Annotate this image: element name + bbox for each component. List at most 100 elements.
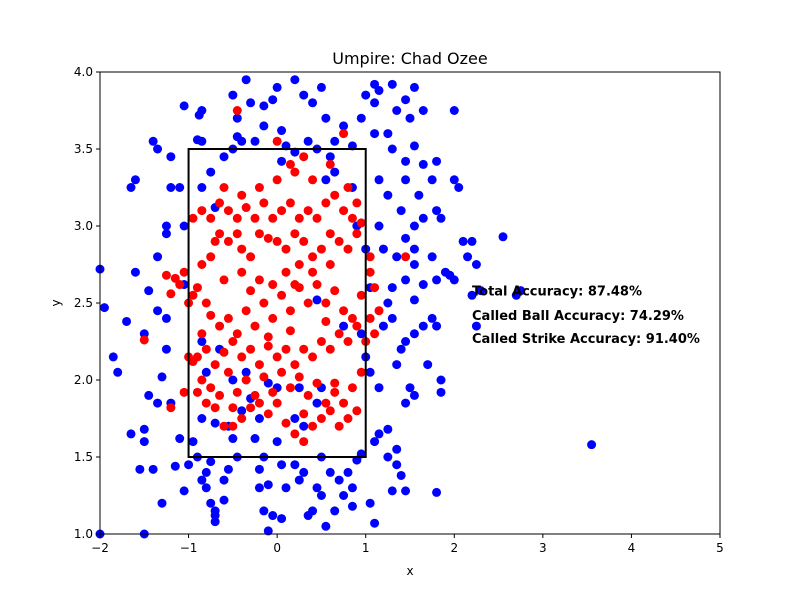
data-point: [232, 329, 242, 339]
y-tick-label: 3.5: [74, 142, 93, 156]
data-point: [401, 95, 411, 105]
data-point: [308, 98, 318, 108]
data-point: [219, 183, 229, 192]
data-point: [197, 329, 207, 339]
data-point: [316, 244, 326, 254]
data-point: [254, 183, 264, 192]
data-point: [347, 313, 357, 323]
data-point: [126, 429, 136, 439]
data-point: [259, 121, 269, 131]
data-point: [387, 144, 397, 154]
data-point: [201, 398, 211, 408]
data-point: [316, 82, 326, 92]
data-point: [179, 101, 189, 111]
x-tick-label: −1: [180, 541, 198, 555]
data-point: [285, 383, 295, 393]
data-point: [206, 167, 216, 177]
data-point: [135, 464, 145, 474]
data-point: [290, 167, 300, 177]
data-point: [201, 298, 211, 308]
data-point: [347, 213, 357, 223]
data-point: [401, 156, 411, 166]
data-point: [148, 464, 158, 474]
data-point: [401, 233, 411, 243]
x-axis-label: x: [406, 564, 413, 578]
data-point: [179, 221, 189, 231]
data-point: [339, 306, 349, 316]
data-point: [361, 90, 371, 100]
data-point: [325, 344, 335, 354]
x-tick-label: 4: [628, 541, 636, 555]
data-point: [241, 203, 251, 213]
data-point: [254, 398, 264, 408]
data-point: [192, 283, 202, 293]
data-point: [370, 437, 380, 447]
data-point: [232, 106, 242, 115]
data-point: [192, 387, 202, 397]
data-point: [215, 198, 225, 208]
data-point: [153, 306, 163, 316]
data-point: [432, 275, 442, 285]
data-point: [303, 511, 313, 521]
data-point: [383, 452, 393, 462]
accuracy-annotation: Called Strike Accuracy: 91.40%: [472, 332, 700, 347]
data-point: [378, 321, 388, 331]
data-point: [401, 175, 411, 185]
data-point: [339, 321, 349, 331]
data-point: [188, 290, 198, 300]
data-point: [414, 190, 424, 200]
data-point: [161, 221, 171, 231]
data-point: [387, 283, 397, 293]
x-tick-label: −2: [91, 541, 109, 555]
data-point: [387, 486, 397, 496]
data-point: [197, 375, 207, 385]
data-point: [299, 437, 309, 447]
data-point: [161, 270, 171, 280]
data-point: [201, 344, 211, 354]
data-point: [308, 352, 318, 362]
accuracy-annotations: Total Accuracy: 87.48% Called Ball Accura…: [472, 284, 700, 347]
data-point: [330, 136, 340, 146]
data-point: [223, 464, 233, 474]
data-point: [254, 464, 264, 474]
data-point: [272, 236, 282, 246]
data-point: [303, 136, 313, 146]
data-point: [210, 511, 220, 521]
data-point: [396, 470, 406, 480]
data-point: [197, 475, 207, 485]
data-point: [197, 206, 207, 216]
data-point: [463, 252, 473, 262]
data-point: [436, 387, 446, 397]
data-point: [277, 460, 287, 470]
data-point: [246, 98, 256, 108]
data-point: [330, 190, 340, 200]
data-point: [263, 332, 273, 342]
data-point: [409, 244, 419, 254]
x-tick-label: 2: [450, 541, 458, 555]
data-point: [498, 232, 508, 242]
data-point: [232, 229, 242, 239]
data-point: [206, 498, 216, 508]
data-point: [427, 252, 437, 262]
data-point: [308, 175, 318, 185]
data-point: [246, 403, 256, 413]
data-point: [210, 236, 220, 246]
data-point: [405, 113, 415, 123]
data-point: [210, 360, 220, 370]
data-point: [401, 275, 411, 285]
data-point: [250, 136, 260, 146]
x-tick-label: 1: [362, 541, 370, 555]
data-point: [206, 457, 216, 467]
data-point: [365, 252, 375, 262]
data-point: [299, 467, 309, 477]
data-point: [108, 352, 118, 362]
data-point: [383, 424, 393, 434]
data-point: [370, 518, 380, 528]
data-point: [312, 483, 322, 493]
data-point: [374, 175, 384, 185]
data-point: [250, 213, 260, 223]
data-point: [339, 398, 349, 408]
data-point: [184, 460, 194, 470]
data-point: [449, 175, 459, 185]
data-point: [161, 344, 171, 354]
